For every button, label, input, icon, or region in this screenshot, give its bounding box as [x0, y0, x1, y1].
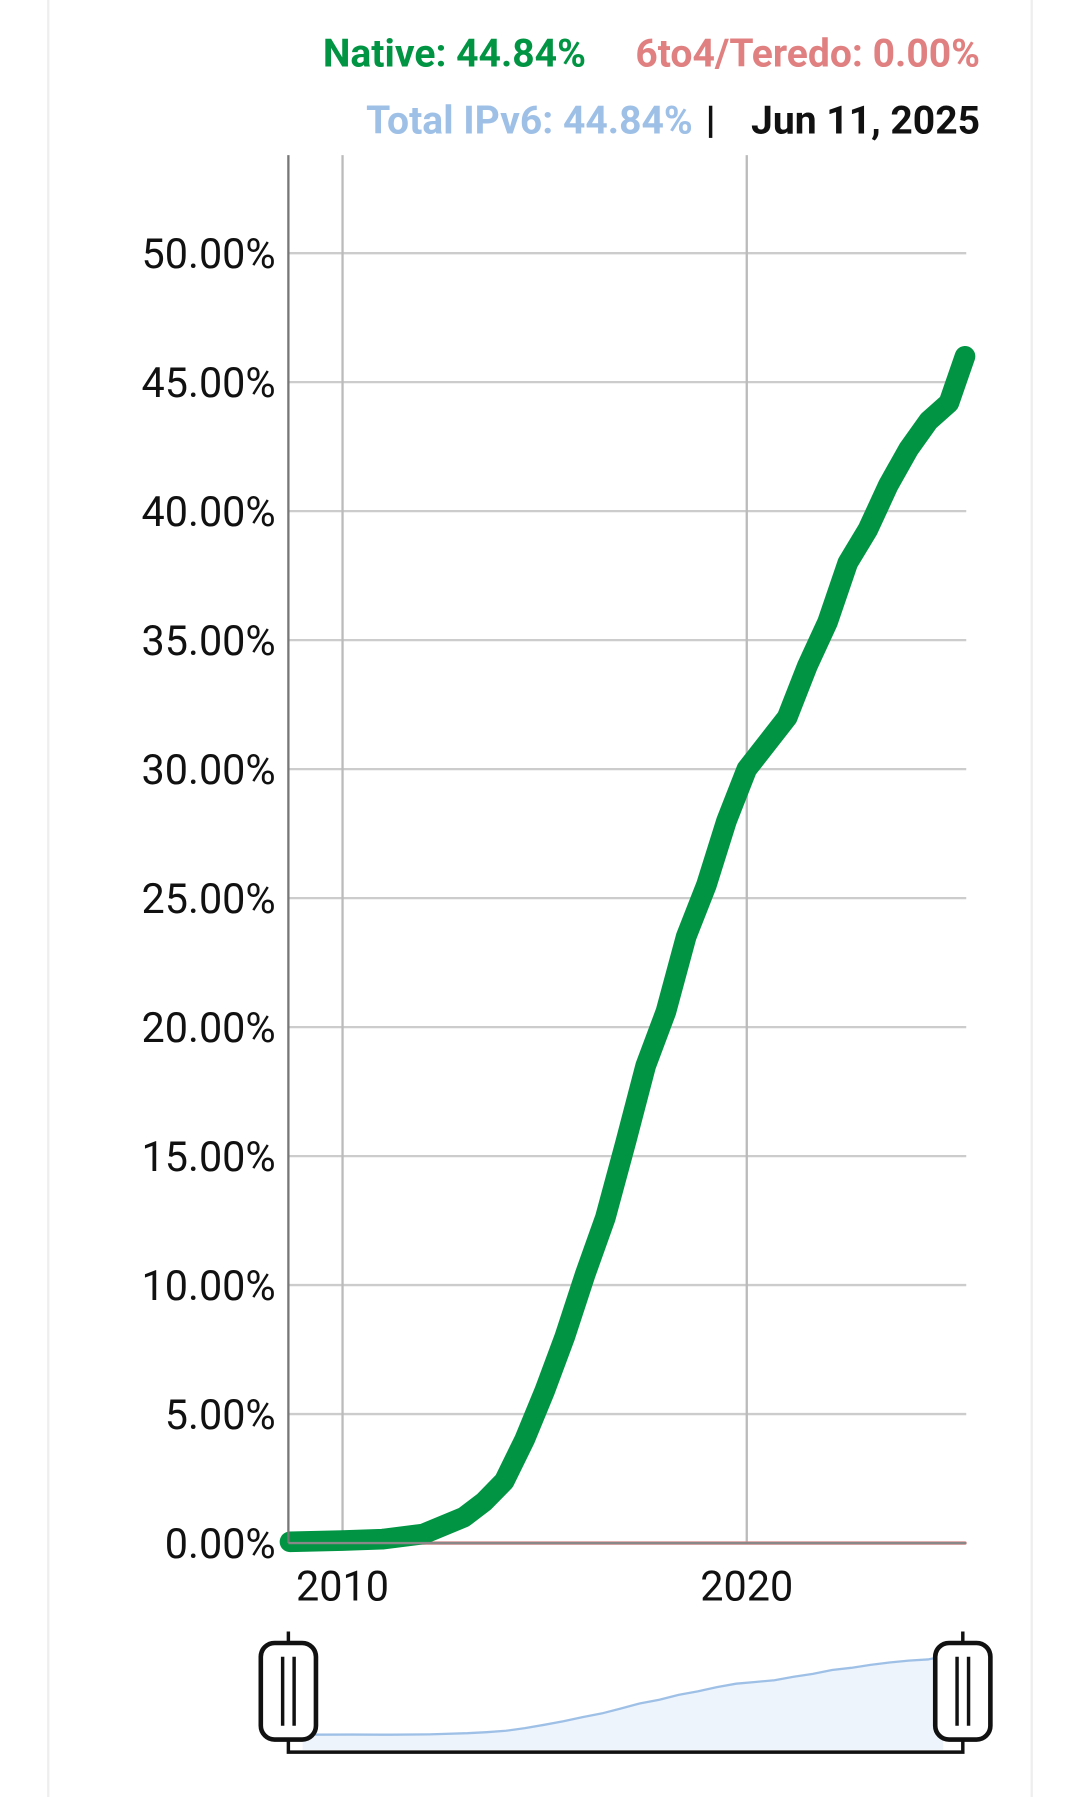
- y-tick-label: 25.00%: [142, 876, 276, 924]
- grid: [288, 155, 967, 1545]
- navigator-area: [302, 1656, 944, 1750]
- y-tick-label: 35.00%: [142, 618, 276, 666]
- x-tick-label: 2010: [296, 1564, 389, 1612]
- axes: 0.00% 5.00% 10.00% 15.00% 20.00% 25.00% 30.00%…: [142, 155, 967, 1612]
- y-tick-label: 30.00%: [142, 747, 276, 795]
- range-handle[interactable]: [932, 1640, 993, 1742]
- y-tick-label: 0.00%: [165, 1521, 276, 1569]
- readout-date: Jun 11, 2025: [751, 97, 980, 143]
- readout-native: Native: 44.84%: [323, 31, 586, 77]
- y-tick-label: 5.00%: [165, 1392, 276, 1440]
- separator: [708, 105, 713, 138]
- readout-total: Total IPv6: 44.84%: [366, 97, 693, 143]
- y-tick-label: 45.00%: [142, 360, 276, 408]
- y-tick-label: 10.00%: [142, 1263, 276, 1311]
- x-tick-label: 2020: [700, 1564, 793, 1612]
- plot: [279, 345, 976, 1553]
- y-tick-label: 50.00%: [142, 231, 276, 279]
- y-tick-label: 20.00%: [142, 1005, 276, 1053]
- navigator-line: [302, 1655, 944, 1736]
- y-tick-label: 40.00%: [142, 489, 276, 537]
- series-line: [279, 345, 976, 1553]
- range-handle[interactable]: [258, 1640, 319, 1742]
- y-tick-label: 15.00%: [142, 1134, 276, 1182]
- readout-teredo: 6to4/Teredo: 0.00%: [635, 31, 980, 77]
- navigator[interactable]: [258, 1631, 993, 1754]
